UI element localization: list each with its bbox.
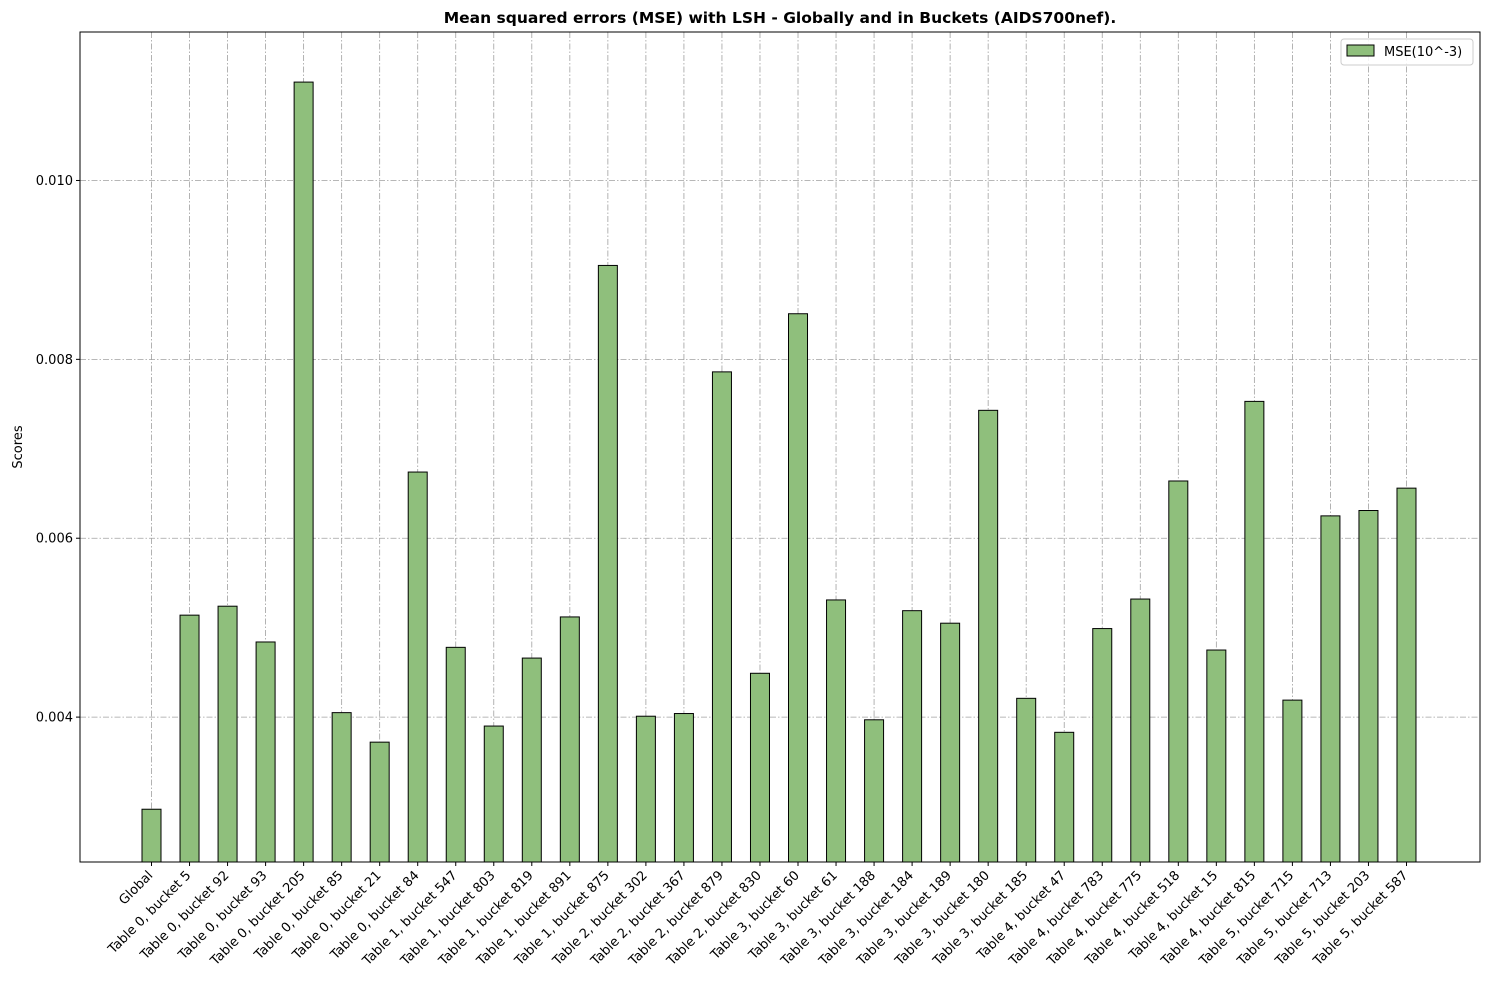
y-tick-label: 0.004 [36, 711, 73, 726]
chart-title: Mean squared errors (MSE) with LSH - Glo… [444, 9, 1117, 27]
bar [179, 614, 200, 863]
bar [407, 471, 428, 863]
bar [331, 712, 352, 863]
bar [1130, 598, 1151, 863]
bar [788, 313, 809, 863]
bar [369, 741, 390, 863]
bar [1016, 697, 1037, 863]
bar [940, 622, 961, 863]
bar [255, 641, 276, 863]
legend: MSE(10^-3) [1340, 38, 1474, 66]
y-axis-label: Scores [11, 425, 26, 468]
bar [1396, 487, 1417, 863]
bar [597, 264, 618, 863]
bar [1282, 699, 1303, 863]
y-tick-label: 0.010 [36, 174, 73, 189]
bar [483, 725, 504, 863]
bar [445, 646, 466, 863]
bar [521, 657, 542, 863]
bar [1244, 400, 1265, 863]
bar [217, 605, 238, 863]
bar [864, 719, 885, 863]
bar [635, 715, 656, 863]
bar [1358, 510, 1379, 863]
bar [711, 371, 732, 863]
bar [1320, 515, 1341, 863]
bar [293, 81, 314, 863]
bar [1054, 731, 1075, 863]
bars [141, 81, 1417, 863]
bar [559, 616, 580, 863]
bar [826, 599, 847, 863]
bar [1168, 480, 1189, 863]
bar [673, 713, 694, 863]
bar [749, 672, 770, 863]
bar [902, 610, 923, 863]
y-tick-label: 0.008 [36, 353, 73, 368]
y-tick-label: 0.006 [36, 532, 73, 547]
bar [141, 808, 162, 863]
legend-label: MSE(10^-3) [1384, 45, 1462, 60]
plot-frame [79, 31, 1481, 863]
y-axis-ticks: 0.004 0.006 0.008 0.010 [36, 174, 80, 726]
bar [978, 409, 999, 863]
bar [1092, 628, 1113, 863]
bar [1206, 649, 1227, 863]
legend-swatch [1346, 44, 1375, 57]
